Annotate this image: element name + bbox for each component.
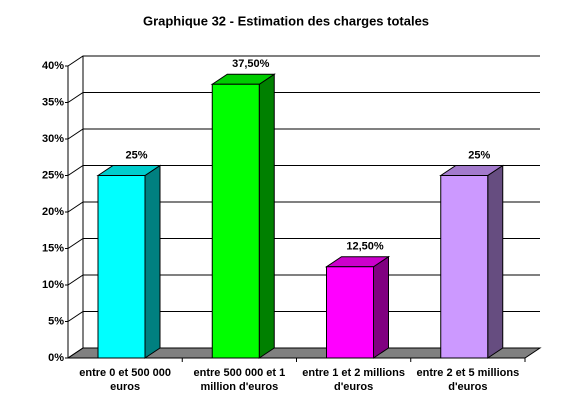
bar	[326, 266, 374, 359]
value-label: 25%	[125, 149, 147, 161]
grid-line	[67, 128, 540, 140]
value-label: 12,50%	[346, 241, 384, 253]
y-tick-label: 15%	[42, 242, 64, 254]
grid-line	[67, 92, 540, 103]
bar-side	[258, 73, 275, 359]
y-tick-label: 40%	[42, 60, 64, 72]
grid-line	[67, 165, 540, 176]
bar-side	[487, 164, 504, 359]
y-tick-label: 30%	[42, 133, 64, 145]
y-tick-label: 35%	[42, 96, 64, 108]
value-label: 25%	[468, 149, 490, 161]
y-tick-label: 25%	[42, 169, 64, 181]
x-tick-label: entre 500 000 et 1 million d'euros	[193, 367, 286, 393]
value-label: 37,50%	[232, 58, 270, 70]
grid-line	[67, 55, 540, 67]
grid-line	[67, 238, 540, 249]
bar	[211, 83, 260, 359]
y-tick-label: 10%	[42, 279, 64, 291]
x-tick-label: entre 1 et 2 millions d'euros	[302, 367, 405, 393]
y-tick-label: 5%	[48, 315, 64, 327]
chart-title: Graphique 32 - Estimation des charges to…	[143, 13, 429, 28]
y-tick-label: 0%	[48, 352, 64, 364]
bar	[97, 175, 146, 359]
bar-side	[144, 164, 161, 359]
bar	[440, 175, 489, 359]
x-tick-label: entre 0 et 500 000 euros	[79, 367, 171, 393]
x-tick-label: entre 2 et 5 millions d'euros	[416, 367, 520, 393]
bar-side	[373, 255, 389, 359]
y-tick-label: 20%	[42, 206, 64, 218]
grid-line	[67, 201, 540, 213]
